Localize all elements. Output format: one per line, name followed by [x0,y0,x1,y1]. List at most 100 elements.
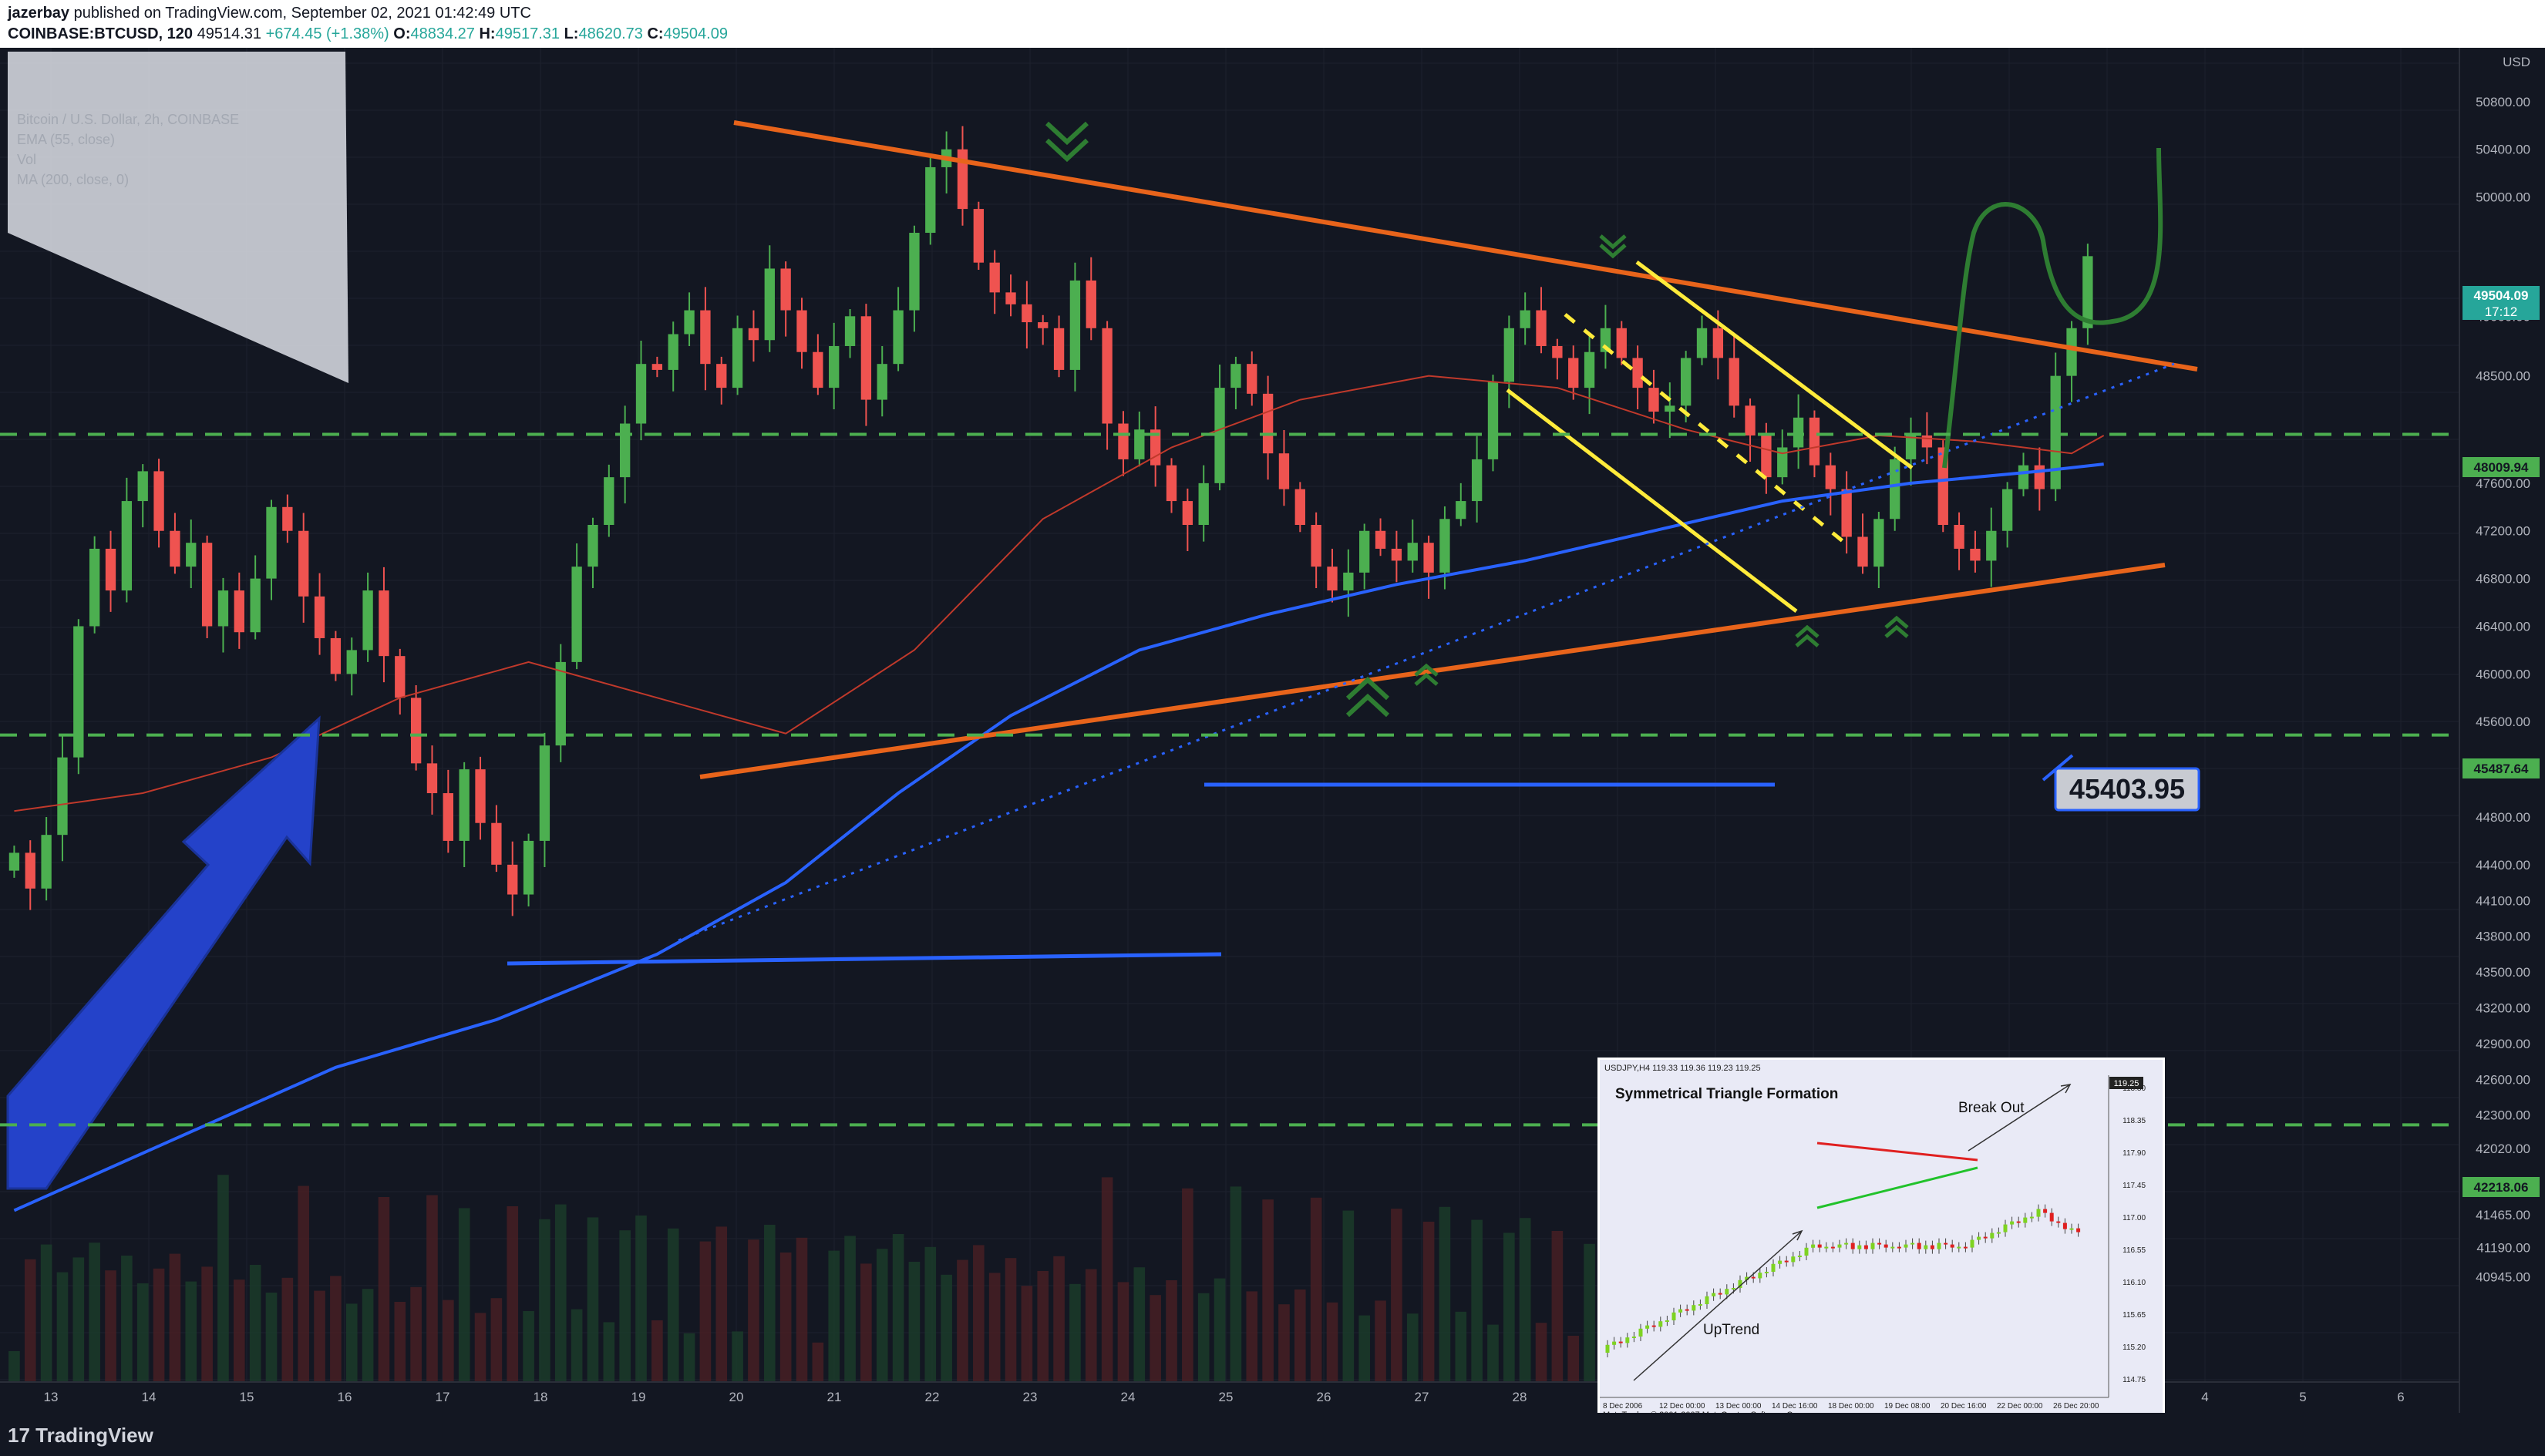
inset-candle-body [1797,1256,1802,1257]
price-tick-label: 41190.00 [2476,1240,2530,1255]
inset-candle-body [1665,1320,1669,1322]
price-tick-label: 41465.00 [2476,1208,2530,1222]
candle-body [860,316,872,400]
volume-bar [1375,1300,1386,1382]
candle-body [1632,358,1643,388]
volume-bar [908,1262,921,1382]
legend-series[interactable]: Bitcoin / U.S. Dollar, 2h, COINBASE [17,112,240,127]
inset-candle-body [1745,1276,1749,1280]
inset-candle-body [1712,1293,1716,1296]
inset-uptrend-label: UpTrend [1703,1322,1759,1338]
candle-body [635,364,647,424]
inset-price-tick: 118.35 [2123,1117,2146,1125]
candle-body [1825,465,1836,489]
double-chevron-up-icon [1345,676,1390,718]
candle-body [330,637,342,674]
inset-candle-body [1651,1325,1656,1327]
inset-time-tick: 20 Dec 16:00 [1941,1402,1987,1411]
candle-body [523,840,534,895]
candle-body [1665,405,1675,412]
inset-candle-body [1890,1246,1895,1249]
grey-triangle-drawing [8,52,348,383]
volume-bar [1487,1324,1499,1382]
inset-time-tick: 13 Dec 00:00 [1715,1402,1762,1411]
candle-body [1890,459,1900,520]
candle-body [491,822,502,865]
inset-price-tick: 115.20 [2123,1343,2146,1352]
volume-bar [1085,1269,1097,1382]
inset-candle-body [2062,1222,2067,1229]
candle-body [1086,280,1096,328]
legend-ema[interactable]: EMA (55, close) [17,132,116,147]
candle-body [170,530,180,567]
candle-body [1503,328,1515,382]
candle-body [1456,501,1466,520]
level2-tag [2463,758,2540,778]
candle-body [25,852,35,889]
candle-body [1150,429,1161,466]
inset-candle-body [2043,1209,2048,1213]
volume-bar [1246,1291,1258,1382]
candle-body [1520,310,1530,328]
volume-bar [281,1277,294,1382]
inset-candle-body [1884,1244,1888,1248]
inset-candle-body [1784,1260,1789,1263]
price-callout-text: 45403.95 [2069,773,2185,805]
price-tick-label: 43800.00 [2476,930,2530,944]
candle-body [266,506,277,579]
inset-price-tick: 117.45 [2123,1182,2146,1190]
tradingview-logo[interactable]: 17 TradingView [8,1424,153,1448]
candle-body [1005,292,1016,304]
volume-bar [1584,1243,1595,1382]
volume-bar [169,1253,181,1382]
inset-candle-body [2010,1221,2015,1225]
legend-vol[interactable]: Vol [17,152,37,167]
candle-body [1343,572,1354,591]
volume-bar [105,1270,116,1382]
inset-price-tick: 114.75 [2123,1376,2146,1384]
volume-bar [1503,1232,1515,1382]
volume-bar [973,1245,985,1382]
price-tick-label: 48500.00 [2476,369,2530,384]
candle-body [1407,543,1418,561]
candle-body [1841,489,1852,537]
price-tick-label: 50400.00 [2476,143,2530,157]
current-price-tag [2463,286,2540,320]
volume-bar [378,1197,390,1382]
volume-bar [924,1246,937,1382]
volume-bar [1005,1258,1017,1382]
author[interactable]: jazerbay [8,5,70,22]
chevron-down-icon [1599,234,1627,259]
time-tick-label: 21 [827,1390,842,1404]
published-text: published on TradingView.com, September … [73,5,531,22]
candle-body [362,590,373,651]
price-tick-label: 50000.00 [2476,190,2530,205]
inset-candle-body [1937,1242,1941,1249]
candle-body [89,548,100,627]
inset-candle-body [1990,1232,1995,1239]
candle-body [571,567,582,662]
legend-ma[interactable]: MA (200, close, 0) [17,172,130,187]
candle-body [651,364,663,370]
candle-body [844,316,856,346]
time-tick-label: 4 [2201,1390,2208,1404]
volume-bar [89,1242,100,1382]
inset-candle-body [1917,1242,1921,1249]
indicator-legend: Bitcoin / U.S. Dollar, 2h, COINBASE EMA … [17,109,239,190]
candle-body [1761,435,1772,478]
volume-bar [56,1272,69,1382]
close-value: 49504.09 [663,25,728,42]
yellow-channel-upper [1635,260,1914,470]
candle-body [1375,530,1386,549]
volume-bar [314,1290,325,1382]
chart-area[interactable]: 50800.0050400.0050000.0049000.0048500.00… [0,48,2545,1426]
currency-label: USD [2503,55,2530,69]
volume-bar [892,1234,904,1382]
price-callout-box [2054,767,2200,812]
candle-body [1857,536,1868,567]
candle-body [475,769,486,823]
candle-body [700,310,711,365]
inset-candle-body [1658,1321,1663,1327]
inset-candle-body [1791,1256,1796,1263]
volume-bar [1342,1210,1355,1382]
